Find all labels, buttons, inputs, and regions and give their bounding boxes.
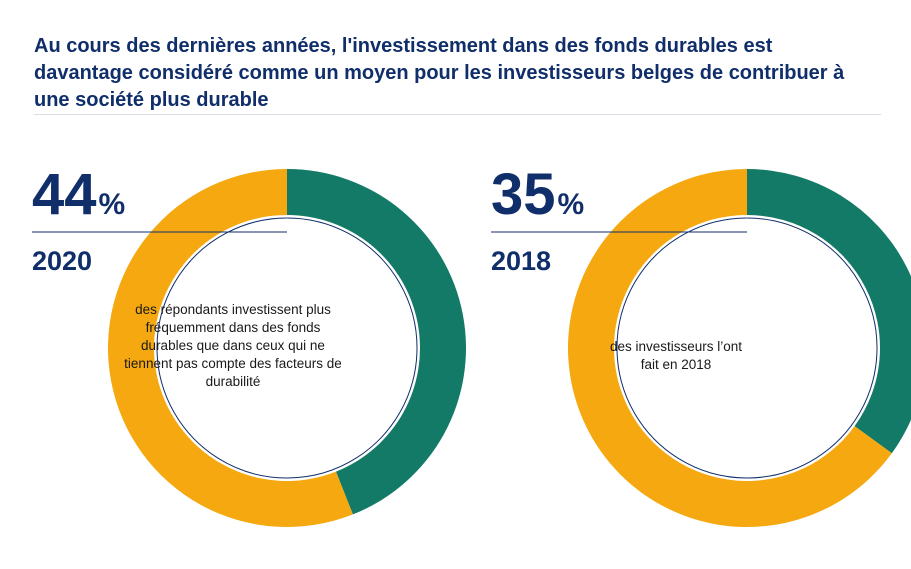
year-label-2020: 2020 bbox=[32, 246, 93, 276]
donut-slice-highlight bbox=[287, 169, 466, 515]
description-2018: des investisseurs l’ont fait en 2018 bbox=[609, 339, 743, 372]
percentage-sign: % bbox=[557, 188, 585, 221]
description-2020: des répondants investissent plus fréquem… bbox=[124, 302, 342, 389]
percentage-value-2018: 35% bbox=[491, 166, 584, 234]
percentage-sign: % bbox=[98, 188, 126, 221]
percentage-value-2020: 44% bbox=[32, 166, 125, 234]
donut-inner-outline bbox=[616, 217, 878, 479]
donut-slice-remainder bbox=[107, 169, 353, 527]
title-divider bbox=[34, 114, 881, 115]
donut-inner-outline bbox=[156, 217, 418, 479]
chart-title: Au cours des dernières années, l'investi… bbox=[34, 35, 845, 111]
donut-slice-highlight bbox=[747, 169, 911, 454]
percentage-number: 35 bbox=[491, 162, 556, 227]
percentage-number: 44 bbox=[32, 162, 97, 227]
year-label-2018: 2018 bbox=[491, 246, 552, 276]
